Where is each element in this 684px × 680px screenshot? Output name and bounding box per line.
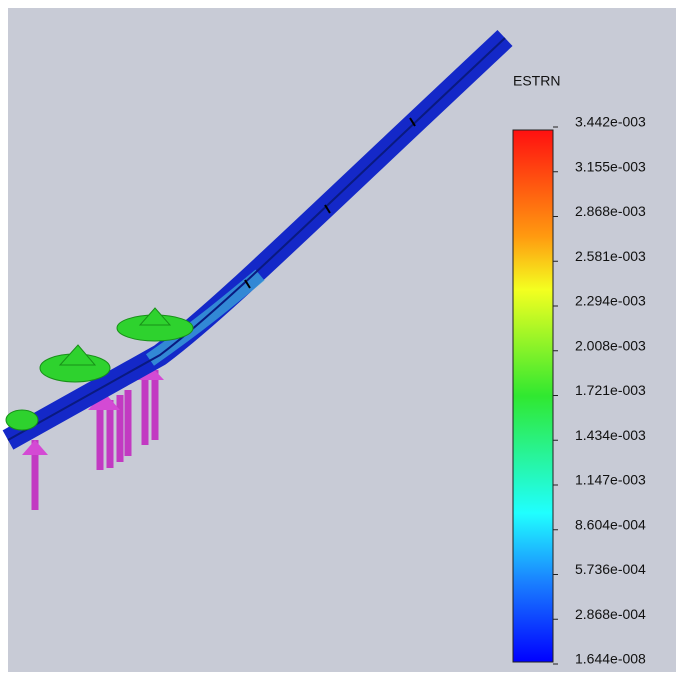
legend-label: 3.442e-003 [575, 114, 646, 130]
legend-label: 2.294e-003 [575, 293, 646, 309]
viewport: ESTRN 3.442e-003 3.155e-003 2.868e-003 2.58… [0, 0, 684, 680]
legend-label: 1.147e-003 [575, 472, 646, 488]
legend-label: 1.721e-003 [575, 382, 646, 398]
legend-label: 2.868e-003 [575, 203, 646, 219]
legend-label: 2.868e-004 [575, 606, 646, 622]
legend-label: 2.008e-003 [575, 337, 646, 353]
legend-label: 5.736e-004 [575, 561, 646, 577]
legend-label: 1.644e-008 [575, 651, 646, 667]
legend-title: ESTRN [513, 73, 560, 89]
legend-label: 2.581e-003 [575, 248, 646, 264]
legend-label: 8.604e-004 [575, 516, 646, 532]
legend-label: 3.155e-003 [575, 158, 646, 174]
color-bar [513, 130, 553, 662]
legend-label: 1.434e-003 [575, 427, 646, 443]
